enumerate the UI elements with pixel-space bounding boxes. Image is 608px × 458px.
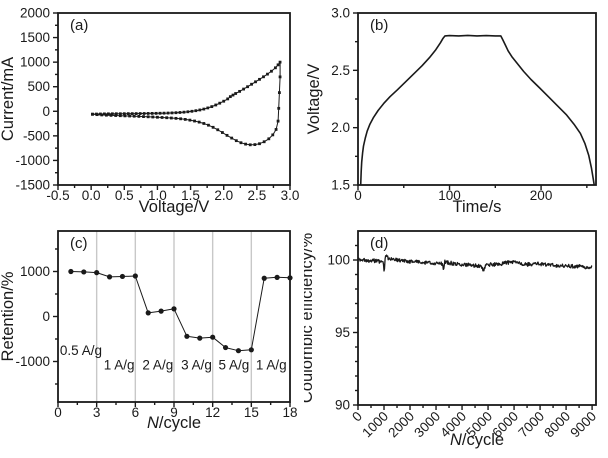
- x-tick-label: 0: [354, 188, 362, 203]
- y-axis-label: Retention/%: [0, 271, 17, 361]
- x-tick-label: 7000: [515, 409, 547, 441]
- plot-border: [357, 230, 597, 406]
- y-tick-label: -1000: [15, 354, 50, 369]
- x-tick-label: 12: [205, 405, 220, 420]
- x-tick-label: 2.5: [247, 188, 266, 203]
- x-tick-label: 9000: [567, 409, 599, 441]
- rate-annotation: 1 A/g: [256, 358, 287, 373]
- y-tick-label: 3.0: [331, 6, 350, 21]
- y-tick-label: 0: [42, 309, 50, 324]
- y-tick-label: 90: [335, 398, 350, 413]
- x-axis-label: Voltage/V: [139, 198, 210, 216]
- y-tick-labels: 90 95 100: [327, 253, 350, 413]
- panel-label: (b): [370, 17, 388, 34]
- axis-ticks: [353, 244, 593, 410]
- x-tick-label: 8000: [541, 409, 573, 441]
- y-tick-label: 2.5: [331, 63, 350, 78]
- panel-a: -0.5 0.0 0.5 1.0 1.5 2.0 2.5 3.0 -1500 -1000 -500 0…: [0, 0, 304, 229]
- plot-border: [357, 12, 597, 186]
- x-tick-label: 100: [438, 188, 461, 203]
- rate-annotation: 1 A/g: [104, 358, 135, 373]
- y-tick-label: 1.5: [331, 178, 350, 193]
- x-tick-labels: -0.5 0.0 0.5 1.0 1.5 2.0 2.5 3.0: [46, 188, 299, 203]
- panel-label: (c): [70, 235, 88, 252]
- rate-annotation: 5 A/g: [218, 358, 249, 373]
- x-tick-label: 18: [282, 405, 297, 420]
- rate-annotation: 2 A/g: [142, 358, 173, 373]
- y-tick-label: 1000: [20, 264, 50, 279]
- panel-b: 0 100 200 1.5 2.0 2.5 3.0 (b) Time/s Voltage/V: [304, 0, 608, 229]
- x-axis-label: N/cycle: [147, 414, 201, 432]
- x-tick-label: 3: [93, 405, 101, 420]
- y-tick-label: 500: [27, 79, 50, 94]
- y-tick-label: 2000: [20, 6, 50, 21]
- x-tick-label: 3.0: [281, 188, 300, 203]
- series-cv-curve: [92, 61, 281, 146]
- x-tick-label: 0: [349, 409, 365, 425]
- x-axis-label: N/cycle: [450, 431, 504, 449]
- x-tick-label: 1.0: [148, 188, 167, 203]
- x-tick-label: 0.0: [82, 188, 101, 203]
- panel-c: 0 3 6 9 12 15 18 -1000 0 1000 0.5 A/g 1 A/g 2 A/g 3 A…: [0, 229, 304, 458]
- series-cv-curve-markers: [91, 60, 282, 147]
- x-tick-label: 0: [54, 405, 62, 420]
- chart-b-charge-discharge: 0 100 200 1.5 2.0 2.5 3.0 (b) Time/s Voltage/V: [305, 6, 597, 216]
- chart-a-cv-curve: -0.5 0.0 0.5 1.0 1.5 2.0 2.5 3.0 -1500 -1000 -500 0…: [0, 6, 299, 217]
- plot-border: [57, 12, 291, 186]
- axis-ticks: [353, 12, 588, 190]
- y-tick-label: 2.0: [331, 120, 350, 135]
- x-tick-label: 1.5: [181, 188, 200, 203]
- series-rate-retention: [70, 271, 291, 352]
- rate-annotation: 3 A/g: [181, 358, 212, 373]
- y-axis-label: Coulombic efficiency/%: [304, 233, 316, 404]
- y-tick-labels: 1.5 2.0 2.5 3.0: [331, 6, 350, 193]
- y-axis-label: Voltage/V: [305, 64, 323, 135]
- series-rate-retention-markers: [68, 268, 293, 354]
- y-tick-label: -1500: [15, 178, 50, 193]
- panel-label: (d): [370, 235, 388, 252]
- y-tick-labels: -1000 0 1000: [15, 264, 50, 369]
- y-tick-label: 100: [327, 253, 350, 268]
- x-tick-labels: 0 100 200: [354, 188, 552, 203]
- x-tick-label: 9: [170, 405, 178, 420]
- x-tick-label: 1000: [359, 409, 391, 441]
- x-axis-label: Time/s: [453, 198, 502, 216]
- y-tick-label: -500: [23, 128, 50, 143]
- axis-ticks: [53, 12, 291, 190]
- x-tick-labels: 0 3 6 9 12 15 18: [54, 405, 297, 420]
- series-coulombic-efficiency: [357, 254, 593, 272]
- y-tick-label: 95: [335, 325, 350, 340]
- x-tick-label: 200: [530, 188, 553, 203]
- x-tick-label: 3000: [411, 409, 443, 441]
- x-tick-label: 6: [132, 405, 140, 420]
- y-tick-label: 0: [42, 104, 50, 119]
- x-tick-label: 15: [244, 405, 259, 420]
- rate-annotation: 0.5 A/g: [60, 343, 102, 358]
- axis-ticks: [53, 248, 291, 407]
- y-axis-label: Current/mA: [0, 57, 17, 141]
- y-tick-label: 1500: [20, 30, 50, 45]
- x-tick-label: 0.5: [115, 188, 134, 203]
- x-tick-label: 2.0: [214, 188, 233, 203]
- x-tick-label: 2000: [385, 409, 417, 441]
- y-tick-label: -1000: [15, 153, 50, 168]
- chart-d-coulombic-efficiency: 0100020003000400050006000700080009000909…: [304, 230, 599, 449]
- series-charge-discharge: [359, 34, 595, 186]
- panel-d: 0 1000 2000 3000 4000 5000 6000 7000 8000 9000 90 9…: [304, 229, 608, 458]
- panel-label: (a): [70, 17, 88, 34]
- y-tick-label: 1000: [20, 55, 50, 70]
- x-tick-label: -0.5: [46, 188, 69, 203]
- gridlines: [95, 231, 253, 402]
- y-tick-labels: -1500 -1000 -500 0 500 1000 1500 2000: [15, 6, 50, 193]
